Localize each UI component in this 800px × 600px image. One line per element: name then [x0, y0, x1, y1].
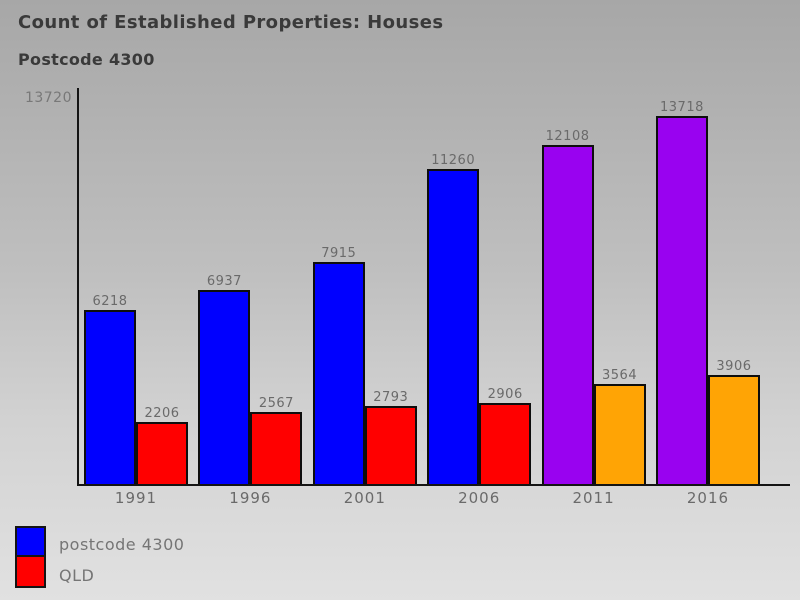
- bar-group-1996: 6937 2567 1996: [198, 100, 303, 507]
- value-label: 3906: [716, 358, 752, 374]
- bar-cell: 11260: [427, 100, 480, 484]
- legend-swatch: [15, 557, 46, 588]
- y-axis-max-label: 13720: [24, 90, 72, 106]
- x-tick-label: 2011: [572, 489, 615, 507]
- plot-area: 6218 2206 1991 6937 2567 1996 7915 2793 2001 1126…: [77, 88, 790, 507]
- bar-group-2001: 7915 2793 2001: [312, 100, 417, 507]
- bar-postcode-4300: [541, 145, 594, 484]
- legend-item: postcode 4300: [15, 526, 184, 557]
- bar-qld: [136, 422, 188, 484]
- legend: postcode 4300 QLD: [15, 526, 184, 588]
- bar-cell: 3564: [593, 100, 646, 484]
- legend-label: QLD: [59, 566, 95, 585]
- legend-item: QLD: [15, 557, 184, 588]
- value-label: 2906: [487, 386, 523, 402]
- value-label: 11260: [431, 152, 476, 168]
- bar-qld: [364, 405, 417, 484]
- bar-group-2016: 13718 3906 2016: [655, 100, 760, 507]
- bar-qld: [250, 412, 303, 484]
- chart-title: Count of Established Properties: Houses: [18, 12, 444, 33]
- bar-qld: [707, 374, 760, 484]
- bar-postcode-4300: [198, 289, 251, 484]
- bar-cell: 3906: [707, 100, 760, 484]
- value-label: 6937: [206, 273, 242, 289]
- legend-swatch: [15, 526, 46, 557]
- bars-container: 6218 2206 1991 6937 2567 1996 7915 2793 2001 1126…: [79, 100, 790, 507]
- x-tick-label: 2016: [686, 489, 730, 507]
- bar-cell: 2206: [136, 100, 188, 484]
- bar-postcode-4300: [427, 168, 480, 484]
- bar-qld: [479, 402, 532, 484]
- value-label: 12108: [545, 129, 590, 145]
- bar-cell: 6937: [198, 100, 251, 484]
- value-label: 7915: [321, 246, 357, 262]
- bar-cell: 2793: [364, 100, 417, 484]
- bar-cell: 12108: [541, 100, 594, 484]
- bar-group-2011: 12108 3564 2011: [541, 100, 646, 507]
- bar-postcode-4300: [655, 116, 708, 484]
- value-label: 13718: [660, 100, 704, 115]
- value-label: 2567: [258, 396, 294, 412]
- value-label: 2793: [373, 389, 409, 405]
- legend-label: postcode 4300: [59, 535, 185, 554]
- bar-cell: 7915: [312, 100, 365, 484]
- bar-qld: [593, 384, 646, 484]
- bar-cell: 13718: [655, 100, 708, 484]
- chart-subtitle: Postcode 4300: [18, 50, 155, 69]
- bar-cell: 2567: [250, 100, 303, 484]
- value-label: 2206: [144, 406, 180, 422]
- x-tick-label: 2006: [458, 489, 501, 507]
- bar-postcode-4300: [84, 309, 136, 484]
- x-tick-label: 1991: [114, 489, 158, 507]
- x-tick-label: 2001: [343, 489, 386, 507]
- bar-group-1991: 6218 2206 1991: [84, 100, 188, 507]
- value-label: 6218: [92, 293, 128, 309]
- bar-cell: 6218: [84, 100, 136, 484]
- bar-postcode-4300: [312, 262, 365, 484]
- value-label: 3564: [602, 368, 638, 384]
- bar-cell: 2906: [479, 100, 532, 484]
- x-tick-label: 1996: [229, 489, 272, 507]
- bar-group-2006: 11260 2906 2006: [427, 100, 532, 507]
